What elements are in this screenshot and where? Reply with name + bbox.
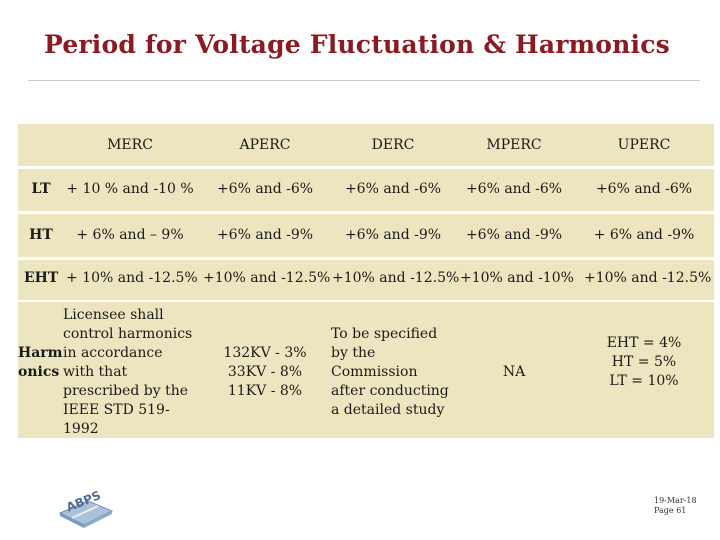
cell-harmonics-merc-line: in accordance: [63, 345, 163, 361]
row-label-lt: LT: [31, 181, 51, 197]
row-band-harmonics: [18, 302, 714, 438]
row-label-harmonics: Harm onics: [18, 344, 63, 382]
cell-harmonics-merc-line: prescribed by the: [63, 383, 189, 399]
cell-harmonics-merc-line: Licensee shall: [63, 307, 164, 323]
row-band-lt: [18, 169, 714, 211]
row-band-ht: [18, 214, 714, 257]
row-band-eht: [18, 260, 714, 300]
cell-eht-mperc: +10% and -10%: [460, 270, 574, 286]
cell-harmonics-merc-line: IEEE STD 519-: [63, 402, 170, 418]
cell-harmonics-aperc-line: 11KV - 8%: [227, 383, 303, 399]
cell-ht-aperc: +6% and -9%: [216, 227, 314, 243]
cell-ht-derc: +6% and -9%: [344, 227, 442, 243]
cell-lt-merc: + 10 % and -10 %: [66, 181, 194, 197]
column-header-merc: MERC: [107, 137, 153, 153]
footer-date: 19-Mar-18: [654, 496, 697, 505]
row-label-harmonics-line-2: onics: [18, 364, 60, 380]
cell-harmonics-merc-line: control harmonics: [63, 326, 193, 342]
cell-ht-merc: + 6% and – 9%: [76, 227, 184, 243]
cell-harmonics-derc-line: a detailed study: [331, 402, 445, 418]
cell-eht-aperc: +10% and -12.5%: [203, 270, 331, 286]
row-label-eht: EHT: [24, 270, 59, 286]
header-band: [18, 124, 714, 166]
cell-harmonics-uperc-line: LT = 10%: [609, 373, 679, 389]
page-title: Period for Voltage Fluctuation & Harmoni…: [44, 30, 670, 59]
column-header-mperc: MPERC: [486, 137, 542, 153]
cell-harmonics-derc-line: Commission: [331, 364, 418, 380]
cell-harmonics-aperc-line: 132KV - 3%: [223, 345, 307, 361]
title-divider: [28, 80, 700, 81]
cell-harmonics-derc-line: by the: [331, 345, 376, 361]
cell-harmonics-derc-line: To be specified: [331, 326, 438, 342]
column-header-derc: DERC: [371, 137, 415, 153]
cell-harmonics-derc: To be specified by the Commission after …: [331, 325, 449, 420]
cell-harmonics-uperc-line: EHT = 4%: [606, 335, 682, 351]
footer-page: Page 61: [654, 506, 687, 515]
abps-logo: ABPS: [58, 488, 114, 528]
cell-lt-derc: +6% and -6%: [344, 181, 442, 197]
cell-eht-derc: +10% and -12.5%: [332, 270, 460, 286]
cell-harmonics-merc-line: with that: [63, 364, 128, 380]
cell-harmonics-uperc-line: HT = 5%: [611, 354, 677, 370]
cell-lt-aperc: +6% and -6%: [216, 181, 314, 197]
cell-harmonics-merc: Licensee shall control harmonics in acco…: [63, 306, 192, 439]
cell-harmonics-mperc: NA: [502, 364, 526, 380]
cell-harmonics-aperc-line: 33KV - 8%: [227, 364, 303, 380]
cell-harmonics-merc-line: 1992: [63, 421, 99, 437]
cell-harmonics-aperc: 132KV - 3% 33KV - 8% 11KV - 8%: [223, 344, 306, 401]
column-header-uperc: UPERC: [617, 137, 671, 153]
slide-footer: 19-Mar-18 Page 61: [654, 496, 697, 516]
cell-ht-uperc: + 6% and -9%: [593, 227, 695, 243]
cell-harmonics-derc-line: after conducting: [331, 383, 449, 399]
cell-eht-uperc: +10% and -12.5%: [584, 270, 712, 286]
cell-ht-mperc: +6% and -9%: [465, 227, 563, 243]
cell-lt-uperc: +6% and -6%: [595, 181, 693, 197]
column-header-aperc: APERC: [239, 137, 291, 153]
row-label-ht: HT: [29, 227, 53, 243]
row-label-harmonics-line-1: Harm: [18, 345, 63, 361]
cell-harmonics-uperc: EHT = 4% HT = 5% LT = 10%: [607, 334, 682, 391]
cell-eht-merc: + 10% and -12.5%: [66, 270, 198, 286]
cell-lt-mperc: +6% and -6%: [465, 181, 563, 197]
